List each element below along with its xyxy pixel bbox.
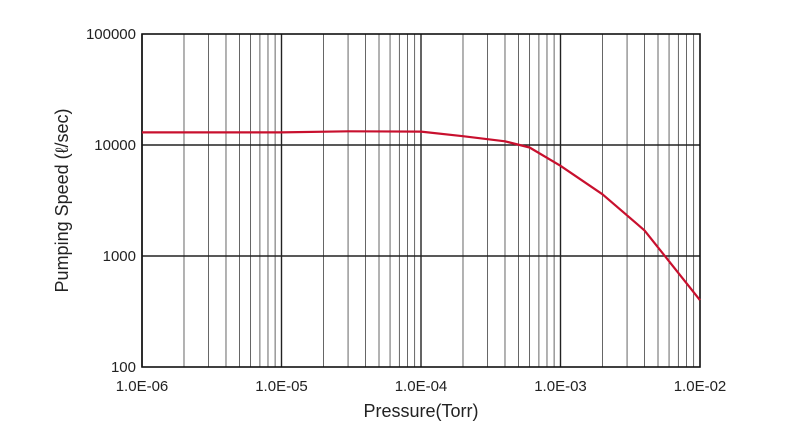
y-tick-labels: 100 1000 10000 100000 bbox=[86, 26, 136, 376]
grid-lines bbox=[141, 34, 700, 367]
y-tick-label: 100000 bbox=[86, 26, 136, 43]
y-tick-label: 10000 bbox=[94, 137, 136, 154]
pumping-speed-curve bbox=[142, 130, 701, 301]
x-tick-label: 1.0E-06 bbox=[116, 378, 169, 395]
plot-frame bbox=[141, 33, 701, 368]
x-tick-label: 1.0E-04 bbox=[395, 378, 448, 395]
x-tick-label: 1.0E-02 bbox=[674, 378, 727, 395]
y-tick-label: 1000 bbox=[103, 248, 136, 265]
x-tick-labels: 1.0E-06 1.0E-05 1.0E-04 1.0E-03 1.0E-02 bbox=[116, 378, 727, 395]
x-tick-label: 1.0E-03 bbox=[534, 378, 587, 395]
x-tick-label: 1.0E-05 bbox=[255, 378, 308, 395]
x-axis-title: Pressure(Torr) bbox=[363, 401, 478, 421]
y-tick-label: 100 bbox=[111, 359, 136, 376]
y-axis-title: Pumping Speed (ℓ/sec) bbox=[52, 109, 72, 293]
